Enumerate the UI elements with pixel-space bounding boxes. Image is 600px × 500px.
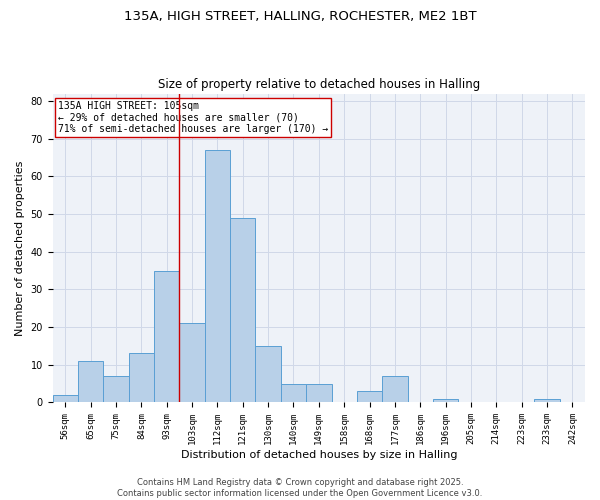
- Text: 135A HIGH STREET: 105sqm
← 29% of detached houses are smaller (70)
71% of semi-d: 135A HIGH STREET: 105sqm ← 29% of detach…: [58, 102, 328, 134]
- Bar: [535, 398, 560, 402]
- Bar: [129, 354, 154, 403]
- Bar: [357, 391, 382, 402]
- Bar: [179, 324, 205, 402]
- Y-axis label: Number of detached properties: Number of detached properties: [15, 160, 25, 336]
- Bar: [433, 398, 458, 402]
- Bar: [256, 346, 281, 403]
- Bar: [306, 384, 332, 402]
- Bar: [281, 384, 306, 402]
- Bar: [382, 376, 407, 402]
- Bar: [53, 395, 78, 402]
- Bar: [78, 361, 103, 403]
- Bar: [154, 270, 179, 402]
- Bar: [230, 218, 256, 402]
- Bar: [205, 150, 230, 403]
- X-axis label: Distribution of detached houses by size in Halling: Distribution of detached houses by size …: [181, 450, 457, 460]
- Text: Contains HM Land Registry data © Crown copyright and database right 2025.
Contai: Contains HM Land Registry data © Crown c…: [118, 478, 482, 498]
- Text: 135A, HIGH STREET, HALLING, ROCHESTER, ME2 1BT: 135A, HIGH STREET, HALLING, ROCHESTER, M…: [124, 10, 476, 23]
- Title: Size of property relative to detached houses in Halling: Size of property relative to detached ho…: [158, 78, 480, 91]
- Bar: [103, 376, 129, 402]
